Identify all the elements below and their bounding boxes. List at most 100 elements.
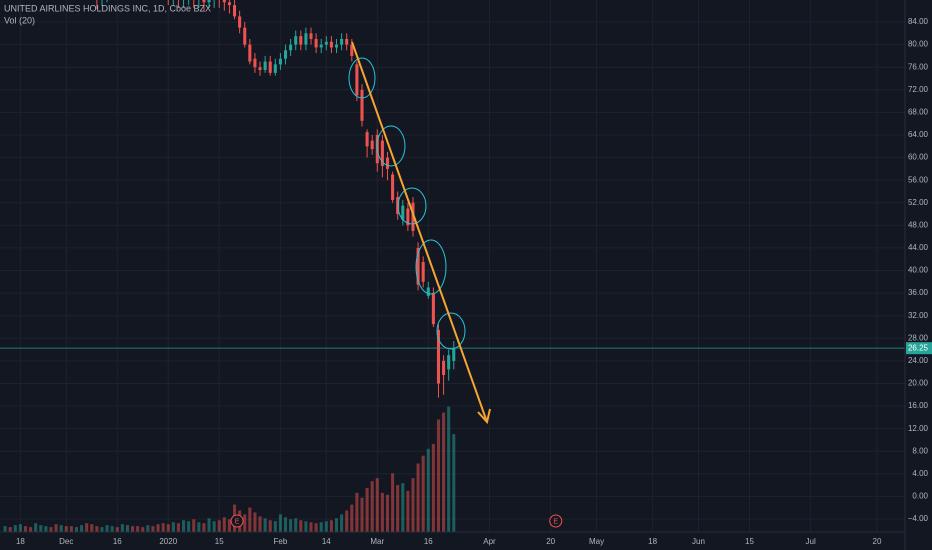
volume-bar [253,512,257,532]
volume-bar [23,526,28,532]
volume-bar [115,527,119,532]
y-tick-label: 12.00 [908,424,929,433]
y-tick-label: 28.00 [908,333,929,342]
volume-bar [431,443,435,532]
volume-bar [141,527,145,532]
last-price-box [906,342,932,355]
volume-bar [207,518,211,532]
volume-bar [406,490,410,532]
volume-bar [95,526,99,532]
volume-bar [146,525,150,532]
candle-body [452,348,456,361]
volume-bar [278,514,282,532]
volume-bar [161,523,165,532]
y-tick-label: 8.00 [912,446,928,455]
y-tick-label: 36.00 [908,288,929,297]
candle-body [421,262,425,282]
volume-bar [3,526,7,532]
candle-body [401,205,405,220]
y-tick-label: 72.00 [908,85,929,94]
volume-bar [421,455,425,532]
y-tick-label: −4.00 [908,514,929,523]
volume-bar [273,521,277,532]
volume-bar [370,481,374,532]
volume-bar [64,526,68,532]
volume-bar [197,522,201,532]
candle-body [416,247,420,285]
arrow-head [477,408,491,425]
chart-title: UNITED AIRLINES HOLDINGS INC, 1D, Cboe B… [4,3,211,13]
y-tick-label: 68.00 [908,107,929,116]
volume-bar [156,524,160,532]
volume-bar [171,522,175,532]
volume-bar [105,525,109,532]
candle-body [233,5,237,17]
volume-bar [29,527,33,532]
candle-body [309,33,313,39]
volume-bar [324,521,328,532]
x-tick-label: 20 [873,537,882,546]
x-tick-label: Feb [274,537,288,546]
volume-bar [69,526,73,532]
candle-body [268,61,272,73]
candle-body [406,208,410,226]
candle-body [227,2,231,6]
volume-bar [125,525,129,532]
volume-bar [289,519,293,532]
volume-bar [49,527,53,532]
y-tick-label: 60.00 [908,153,929,162]
volume-bar [243,514,247,532]
volume-bar [176,523,180,532]
volume-bar [227,519,231,532]
volume-bar [110,526,114,532]
candle-body [289,44,293,51]
volume-bar [283,517,288,532]
candle-body [238,16,242,28]
volume-bar [365,487,369,532]
grid [0,0,905,532]
x-tick-label: Jul [806,537,816,546]
candle-body [380,140,384,167]
volume-bar [151,526,155,532]
volume-bar [355,492,359,532]
volume-bar [360,497,364,532]
volume-bar [401,483,405,532]
volume-bar [258,516,262,532]
candle-body [207,0,211,3]
annotation-circle [376,125,406,167]
x-tick-label: 20 [546,537,555,546]
candle-body [263,61,267,71]
candle-body [222,0,226,3]
candle-body [243,27,247,45]
candle-body [391,174,395,200]
earnings-marker [549,514,563,528]
candle-body [299,36,303,45]
volume-bar [212,521,216,532]
volume-bar [136,526,140,532]
volume-bar [192,519,196,532]
x-tick-label: 2020 [159,537,177,546]
candle-body [248,44,252,62]
volume-bar [248,507,252,532]
volume-bar [396,485,400,532]
candle-body [345,38,349,45]
volume-bar [426,448,430,532]
volume-bar [268,520,272,532]
x-tick-label: 16 [424,537,433,546]
candle-body [258,67,262,71]
y-tick-label: 20.00 [908,379,929,388]
y-tick-label: 32.00 [908,311,929,320]
y-tick-label: 16.00 [908,401,929,410]
candle-body [436,329,441,384]
y-tick-label: 24.00 [908,356,929,365]
candle-body [314,38,318,48]
volume-bar [442,412,446,532]
x-tick-label: Apr [483,537,496,546]
trend-arrow [351,41,488,423]
y-tick-label: 4.00 [912,469,928,478]
volume-bar [131,526,135,532]
candle-body [304,33,308,45]
volume-bar [222,517,226,532]
